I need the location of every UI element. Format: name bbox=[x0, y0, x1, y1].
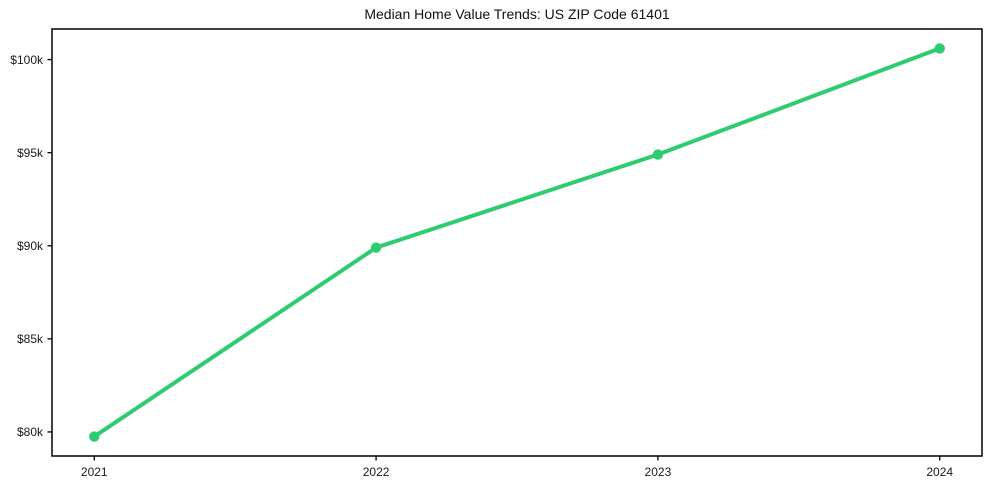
data-point-2023 bbox=[652, 149, 664, 160]
x-tick-label: 2022 bbox=[363, 465, 390, 479]
data-point-2022 bbox=[370, 242, 382, 253]
y-tick-label: $95k bbox=[17, 146, 44, 160]
chart-title: Median Home Value Trends: US ZIP Code 61… bbox=[364, 6, 670, 22]
data-point-2021 bbox=[89, 431, 100, 442]
y-tick-label: $90k bbox=[17, 239, 44, 253]
y-tick-label: $100k bbox=[10, 53, 44, 67]
trend-line bbox=[92, 46, 942, 439]
x-tick-label: 2024 bbox=[926, 465, 953, 479]
x-tick-label: 2021 bbox=[81, 465, 108, 479]
y-tick-label: $80k bbox=[17, 425, 44, 439]
plot-box bbox=[51, 28, 983, 457]
data-point-2024 bbox=[934, 43, 945, 54]
x-tick-label: 2023 bbox=[645, 465, 672, 479]
y-tick-label: $85k bbox=[17, 332, 44, 346]
